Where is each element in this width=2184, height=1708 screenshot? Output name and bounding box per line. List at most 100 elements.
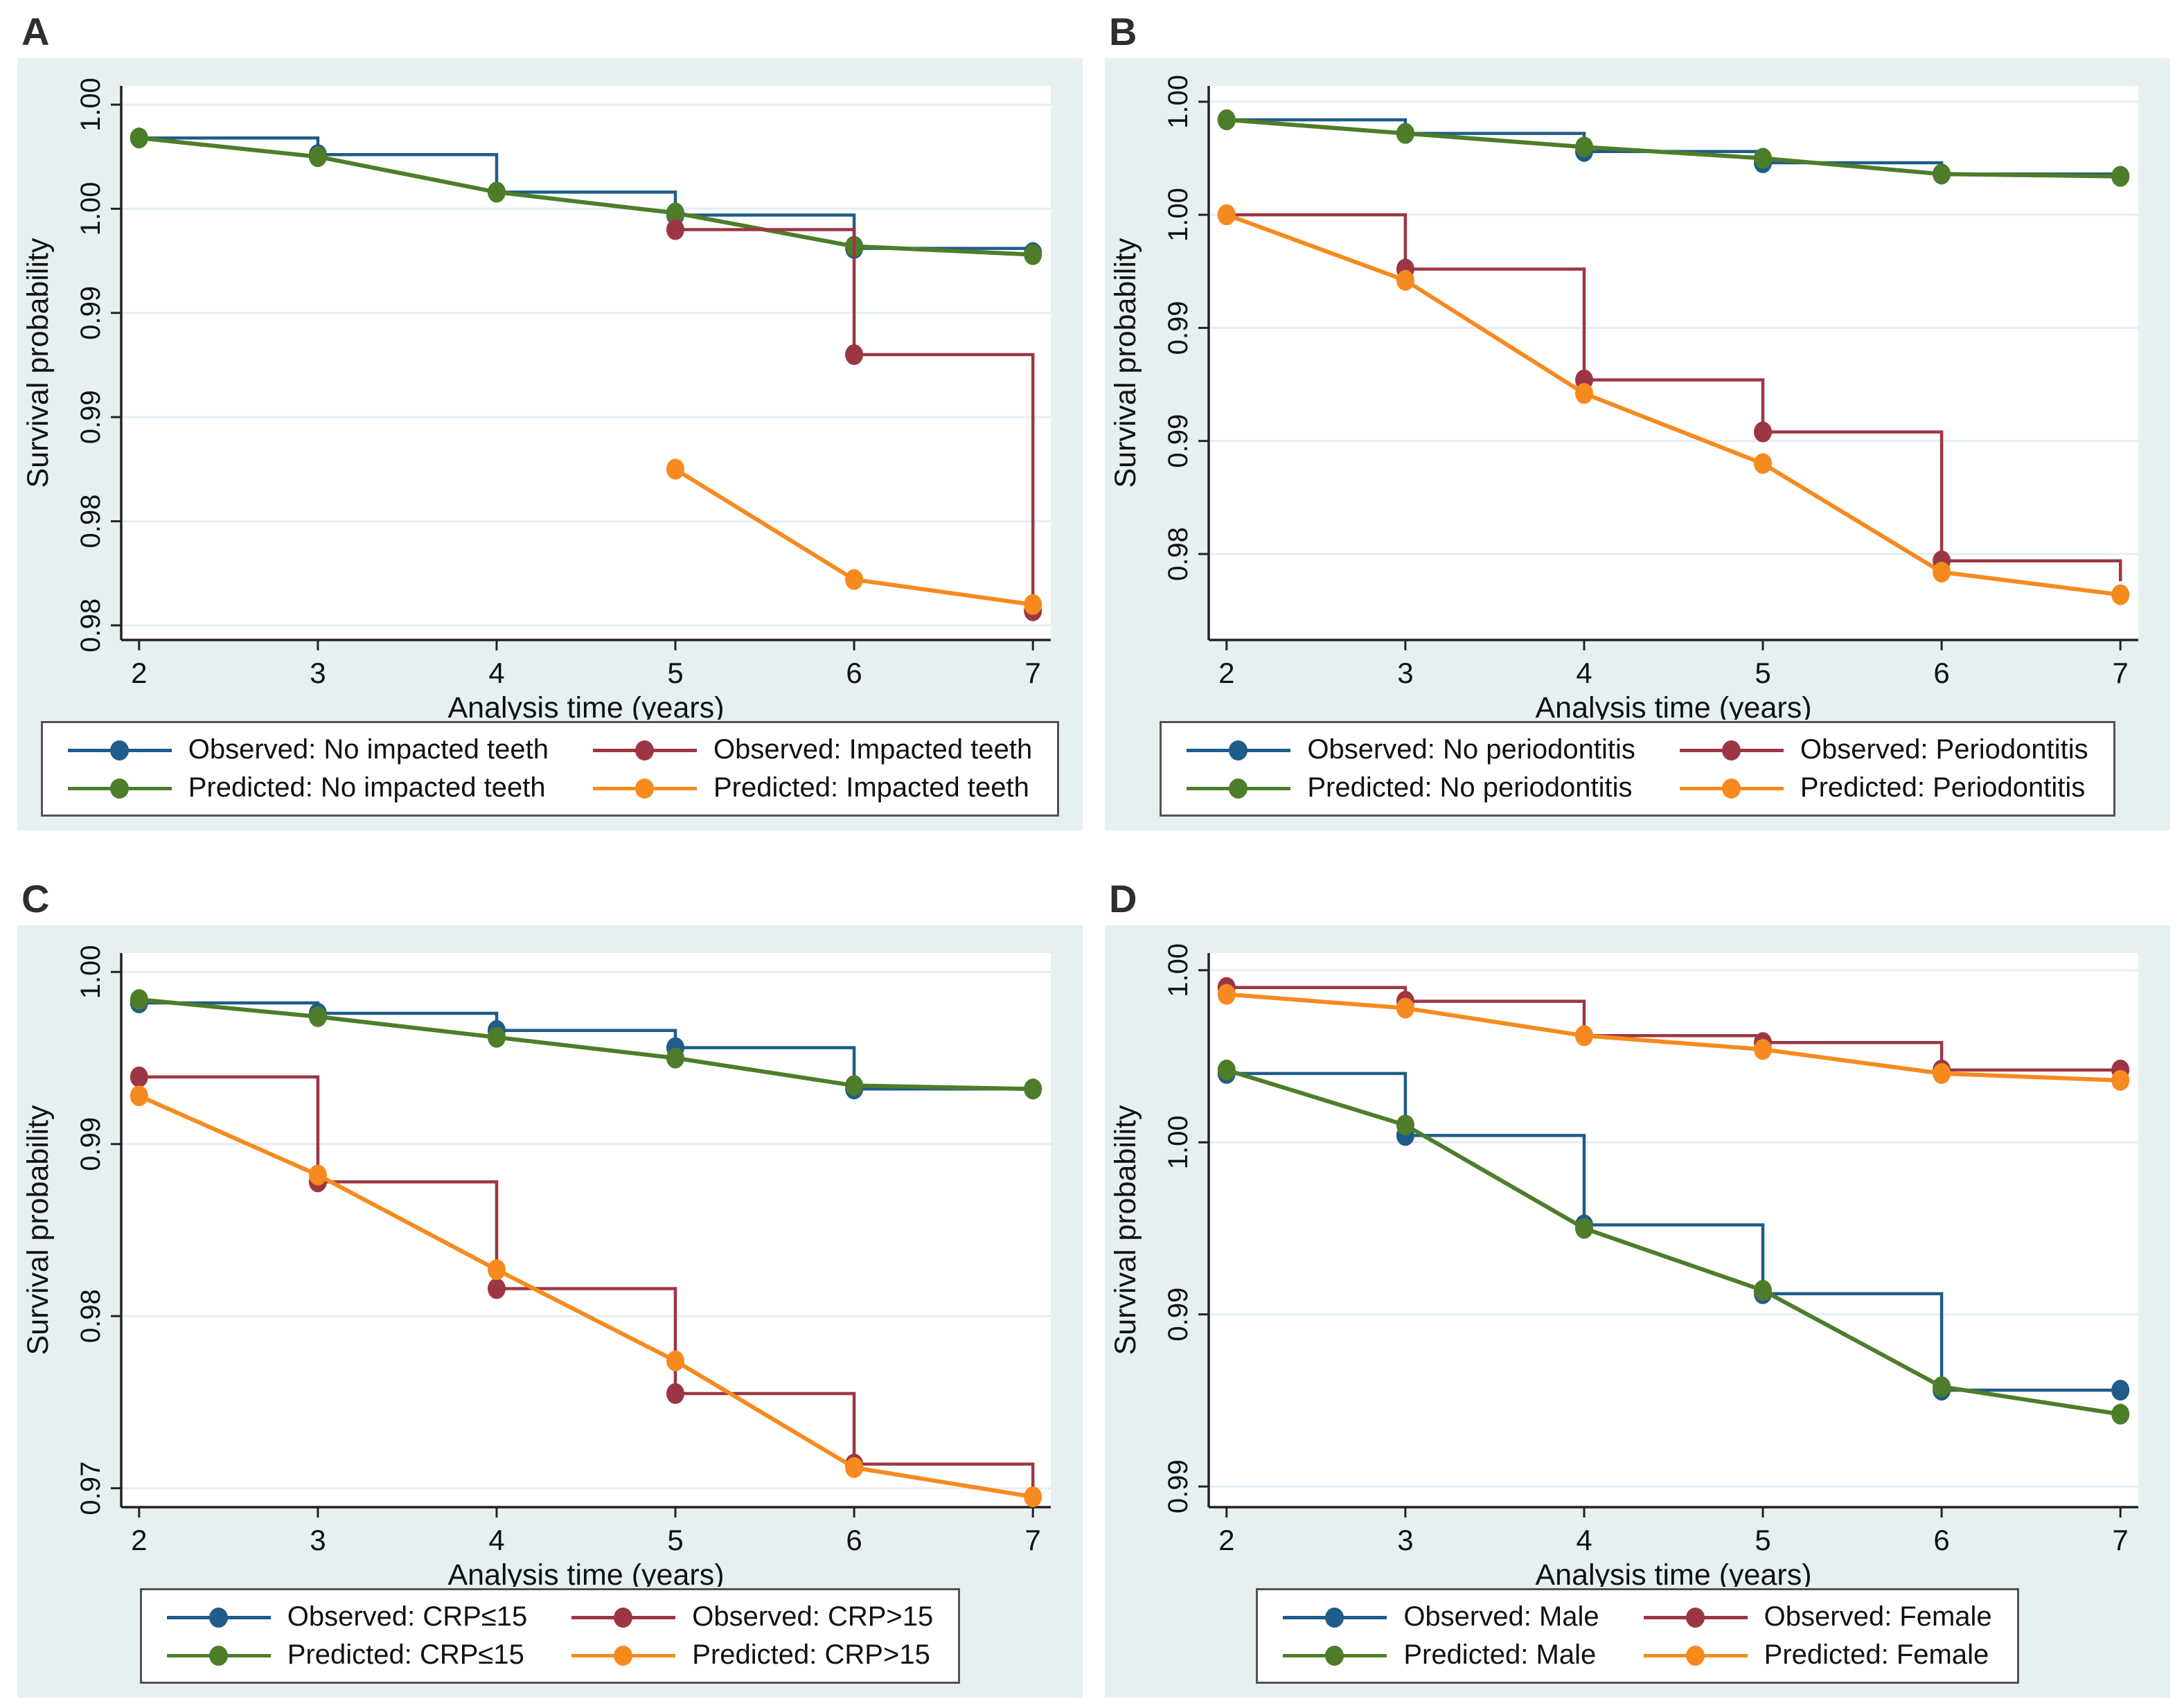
legend-line-marker-icon xyxy=(166,1645,271,1666)
legend-label: Observed: Periodontitis xyxy=(1800,734,2088,765)
panel-c-legend: Observed: CRP≤15 Observed: CRP>15 Predic… xyxy=(17,1588,1083,1684)
legend-label: Observed: CRP≤15 xyxy=(287,1601,528,1632)
svg-text:2: 2 xyxy=(131,657,147,689)
svg-text:0.99: 0.99 xyxy=(76,390,106,444)
legend-item: Predicted: Male xyxy=(1283,1639,1599,1671)
legend-label: Predicted: Impacted teeth xyxy=(713,772,1029,803)
panel-a-legend: Observed: No impacted teeth Observed: Im… xyxy=(17,721,1083,817)
svg-text:4: 4 xyxy=(488,1524,504,1556)
legend-item: Predicted: Periodontitis xyxy=(1679,772,2088,803)
panel-c-chart: 1.00 0.99 0.98 0.97 2 3 4 5 6 7 Analysis time (yea… xyxy=(21,945,1051,1587)
legend-box: Observed: Male Observed: Female Predicte… xyxy=(1256,1588,2019,1684)
svg-text:0.98: 0.98 xyxy=(76,598,106,652)
legend-label: Predicted: Male xyxy=(1403,1639,1597,1670)
svg-text:Survival probability: Survival probability xyxy=(21,1105,55,1355)
legend-label: Observed: Female xyxy=(1764,1601,1992,1632)
legend-item: Predicted: No impacted teeth xyxy=(67,772,549,803)
legend-item: Observed: Male xyxy=(1283,1601,1599,1633)
legend-item: Observed: CRP≤15 xyxy=(166,1601,528,1633)
svg-text:Analysis time (years): Analysis time (years) xyxy=(1535,691,1811,720)
legend-item: Observed: CRP>15 xyxy=(571,1601,933,1633)
legend-item: Observed: No impacted teeth xyxy=(67,734,549,765)
legend-label: Observed: No periodontitis xyxy=(1307,734,1635,765)
svg-text:0.99: 0.99 xyxy=(1163,1459,1193,1513)
svg-text:0.99: 0.99 xyxy=(76,1117,106,1171)
svg-text:0.99: 0.99 xyxy=(1163,414,1193,468)
svg-text:Analysis time (years): Analysis time (years) xyxy=(447,691,724,720)
legend-label: Observed: Impacted teeth xyxy=(713,734,1033,765)
legend-label: Predicted: No periodontitis xyxy=(1307,772,1633,803)
panel-a-chart: 1.00 1.00 0.99 0.99 0.98 0.98 2 3 4 5 6 7 Analysis t… xyxy=(21,78,1051,720)
panel-d: D 1.00 1.00 0.99 0.99 2 3 4 5 6 7 Analysis time (y… xyxy=(1105,870,2176,1698)
panel-letter: B xyxy=(1109,10,1137,53)
panel-c-body: 1.00 0.99 0.98 0.97 2 3 4 5 6 7 Analysis time (yea… xyxy=(17,925,1083,1698)
legend-line-marker-icon xyxy=(1679,778,1784,799)
panel-a: A 1.00 1.00 0.99 0.99 0.98 0.98 2 3 4 5 6 7 Analysis… xyxy=(17,3,1089,830)
svg-text:1.00: 1.00 xyxy=(76,78,106,132)
svg-text:Survival probability: Survival probability xyxy=(21,238,55,488)
svg-text:1.00: 1.00 xyxy=(1163,75,1193,129)
svg-text:1.00: 1.00 xyxy=(76,945,106,999)
svg-text:6: 6 xyxy=(846,1524,862,1556)
legend-line-marker-icon xyxy=(571,1607,676,1628)
svg-text:0.97: 0.97 xyxy=(76,1461,106,1515)
svg-text:4: 4 xyxy=(1576,1524,1592,1556)
svg-text:3: 3 xyxy=(310,657,326,689)
svg-text:5: 5 xyxy=(667,1524,683,1556)
svg-text:0.99: 0.99 xyxy=(76,286,106,340)
legend-item: Predicted: CRP>15 xyxy=(571,1639,933,1671)
panel-b-chart: 1.00 1.00 0.99 0.99 0.98 2 3 4 5 6 7 Analysis time … xyxy=(1109,75,2138,720)
legend-line-marker-icon xyxy=(1187,740,1291,760)
svg-text:3: 3 xyxy=(1397,1524,1413,1556)
svg-text:4: 4 xyxy=(488,657,504,689)
svg-text:3: 3 xyxy=(1397,657,1413,689)
legend-box: Observed: CRP≤15 Observed: CRP>15 Predic… xyxy=(139,1588,961,1684)
legend-line-marker-icon xyxy=(593,740,697,760)
svg-text:7: 7 xyxy=(1025,657,1041,689)
legend-box: Observed: No periodontitis Observed: Per… xyxy=(1160,721,2115,817)
svg-text:5: 5 xyxy=(1755,1524,1770,1556)
svg-text:Analysis time (years): Analysis time (years) xyxy=(447,1558,724,1587)
svg-text:0.99: 0.99 xyxy=(1163,301,1193,355)
svg-text:1.00: 1.00 xyxy=(1163,1115,1193,1169)
legend-item: Predicted: No periodontitis xyxy=(1187,772,1635,803)
legend-line-marker-icon xyxy=(1643,1645,1748,1666)
svg-text:6: 6 xyxy=(846,657,862,689)
panel-c: C 1.00 0.99 0.98 0.97 2 3 4 5 6 7 Analysis time (y… xyxy=(17,870,1089,1698)
svg-text:6: 6 xyxy=(1933,657,1949,689)
panel-letter: C xyxy=(21,877,50,920)
svg-text:1.00: 1.00 xyxy=(76,181,106,235)
legend-line-marker-icon xyxy=(593,778,697,799)
legend-item: Observed: No periodontitis xyxy=(1187,734,1635,765)
panel-b-legend: Observed: No periodontitis Observed: Per… xyxy=(1105,721,2170,817)
svg-text:Survival probability: Survival probability xyxy=(1109,1105,1142,1355)
panel-letter: D xyxy=(1109,877,1137,920)
svg-text:3: 3 xyxy=(310,1524,326,1556)
svg-text:5: 5 xyxy=(1755,657,1770,689)
svg-text:0.98: 0.98 xyxy=(76,495,106,549)
svg-text:1.00: 1.00 xyxy=(1163,188,1193,242)
legend-label: Observed: No impacted teeth xyxy=(188,734,549,765)
svg-text:7: 7 xyxy=(2113,657,2129,689)
legend-item: Predicted: CRP≤15 xyxy=(166,1639,528,1671)
legend-line-marker-icon xyxy=(67,778,172,799)
legend-label: Observed: CRP>15 xyxy=(692,1601,934,1632)
svg-text:4: 4 xyxy=(1576,657,1592,689)
legend-line-marker-icon xyxy=(67,740,172,760)
panel-a-body: 1.00 1.00 0.99 0.99 0.98 0.98 2 3 4 5 6 7 Analysis t… xyxy=(17,58,1083,830)
legend-box: Observed: No impacted teeth Observed: Im… xyxy=(40,721,1060,817)
legend-label: Predicted: No impacted teeth xyxy=(188,772,546,803)
panel-b-body: 1.00 1.00 0.99 0.99 0.98 2 3 4 5 6 7 Analysis time … xyxy=(1105,58,2170,830)
svg-text:1.00: 1.00 xyxy=(1163,943,1193,997)
legend-line-marker-icon xyxy=(166,1607,271,1628)
legend-label: Predicted: Periodontitis xyxy=(1800,772,2086,803)
legend-item: Observed: Impacted teeth xyxy=(593,734,1032,765)
svg-text:2: 2 xyxy=(131,1524,147,1556)
svg-text:7: 7 xyxy=(2113,1524,2129,1556)
svg-text:Survival probability: Survival probability xyxy=(1109,238,1142,488)
panel-d-body: 1.00 1.00 0.99 0.99 2 3 4 5 6 7 Analysis time (yea… xyxy=(1105,925,2170,1698)
legend-label: Observed: Male xyxy=(1403,1601,1599,1632)
panel-b: B 1.00 1.00 0.99 0.99 0.98 2 3 4 5 6 7 Analysis tim… xyxy=(1105,3,2176,830)
svg-text:0.98: 0.98 xyxy=(1163,527,1193,581)
legend-item: Predicted: Impacted teeth xyxy=(593,772,1032,803)
